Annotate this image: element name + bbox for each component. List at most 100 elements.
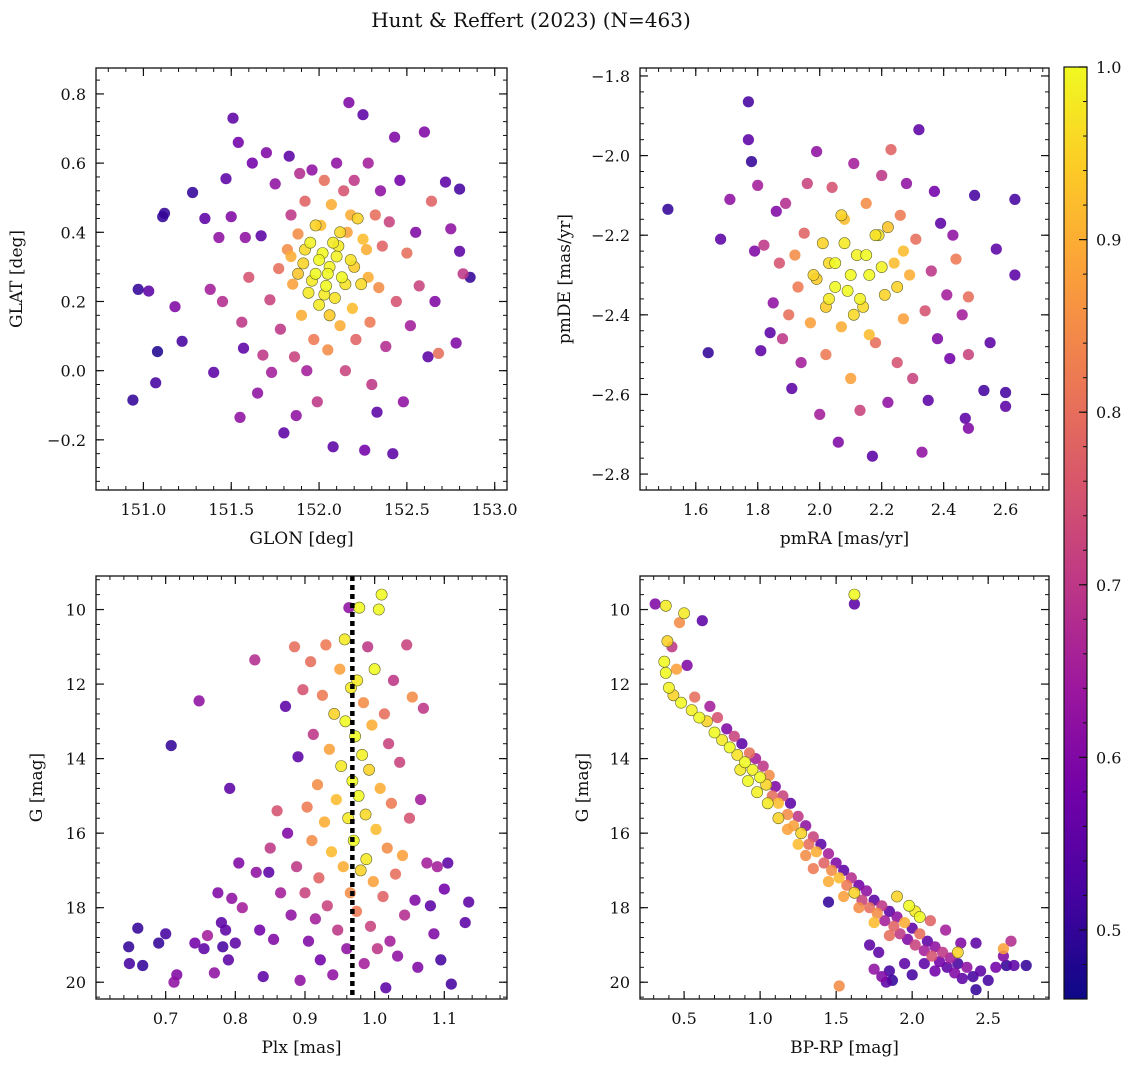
pm-point-66 (935, 217, 947, 229)
pm-point-90 (869, 229, 882, 242)
pm-point-68 (944, 353, 956, 365)
plx-xtick-label: 0.7 (153, 1009, 178, 1028)
sky-point-1 (132, 283, 144, 295)
pm-point-12 (767, 297, 779, 309)
plx-point-0 (123, 941, 135, 953)
pm-xtick-label: 2.6 (993, 500, 1018, 519)
sky-point-92 (390, 295, 402, 308)
plx-point-64 (338, 633, 351, 646)
plx-point-53 (320, 639, 332, 651)
cmd-point-89 (975, 965, 987, 977)
cmd-point-105 (848, 588, 861, 601)
cmd-xlabel: BP-RP [mag] (790, 1038, 899, 1058)
sky-point-13 (213, 231, 225, 244)
pm-point-0 (662, 203, 674, 215)
colorbar: 0.5 0.6 0.7 0.8 0.9 1.0 (1063, 58, 1121, 1000)
plx-xtick-label: 1.0 (362, 1009, 387, 1028)
cmd-point-51 (826, 864, 838, 877)
sky-point-116 (327, 236, 339, 249)
plx-point-4 (153, 937, 165, 949)
cmd-xtick-label: 1.5 (823, 1009, 848, 1028)
plx-point-32 (275, 887, 287, 899)
pm-point-14 (773, 257, 786, 269)
cmd-point-110 (868, 963, 880, 975)
pm-point-25 (807, 269, 820, 281)
sky-point-50 (308, 333, 320, 346)
sky-ticks: 151.0 151.5 152.0 152.5 153.0 −0.2 0.0 0.2 0.4 0.… (47, 68, 518, 519)
cmd-point-42 (792, 810, 804, 823)
sky-point-20 (236, 316, 248, 328)
plx-point-80 (357, 697, 370, 709)
cmd-point-0 (649, 598, 661, 610)
cmd-point-99 (940, 924, 952, 936)
pm-xtick-label: 1.6 (683, 500, 708, 519)
pm-point-45 (869, 337, 882, 349)
plx-point-47 (309, 913, 321, 925)
pm-point-43 (863, 269, 876, 281)
sky-point-15 (220, 173, 232, 185)
cmd-point-100 (924, 915, 937, 927)
pm-xtick-label: 2.4 (931, 500, 956, 519)
sky-point-45 (299, 195, 311, 207)
cmd-point-18 (704, 700, 716, 713)
sky-point-100 (422, 351, 434, 363)
sky-point-106 (450, 337, 462, 349)
pm-point-36 (841, 284, 854, 297)
sky-point-57 (320, 279, 332, 292)
pm-ytick-label: −1.8 (591, 67, 630, 86)
cmd-point-63 (871, 907, 883, 919)
sky-point-9 (187, 186, 199, 199)
sky-point-51 (309, 267, 322, 280)
cmd-point-28 (743, 747, 756, 759)
plx-point-42 (301, 801, 313, 813)
sky-point-2 (143, 285, 155, 297)
sky-ytick-label: −0.2 (47, 431, 86, 450)
plx-point-86 (364, 920, 377, 932)
cmd-point-55 (841, 879, 853, 891)
pm-point-85 (860, 249, 873, 261)
pm-point-78 (990, 243, 1002, 255)
plx-point-13 (208, 967, 220, 979)
plx-point-97 (380, 982, 392, 994)
sky-point-95 (401, 247, 413, 259)
plx-point-9 (189, 937, 201, 949)
plx-point-114 (417, 702, 429, 714)
cmd-point-70 (899, 917, 911, 929)
plx-point-31 (271, 805, 283, 817)
pm-point-21 (795, 357, 807, 369)
cmd-point-14 (689, 691, 701, 703)
colorbar-tick-label: 0.5 (1096, 921, 1121, 940)
plx-point-43 (302, 935, 315, 947)
pm-point-70 (950, 253, 962, 265)
sky-point-67 (338, 185, 350, 197)
cmd-point-111 (873, 946, 885, 959)
cmd-xtick-label: 0.5 (671, 1009, 696, 1028)
cmd-point-47 (810, 846, 823, 858)
pm-point-55 (900, 177, 913, 190)
pm-point-2 (715, 233, 727, 245)
sky-point-97 (410, 226, 422, 238)
sky-xtick-label: 151.0 (121, 500, 167, 519)
cmd-point-29 (746, 763, 759, 776)
pm-points (662, 96, 1021, 462)
plx-point-24 (249, 654, 261, 666)
sky-point-104 (439, 176, 452, 188)
pm-point-96 (863, 329, 875, 341)
pm-point-56 (904, 269, 916, 281)
cmd-point-130 (838, 890, 850, 903)
plx-point-101 (385, 797, 397, 809)
sky-point-90 (387, 448, 399, 460)
pm-point-74 (962, 349, 975, 361)
plx-point-118 (431, 861, 443, 873)
sky-point-105 (445, 223, 457, 235)
plx-point-85 (363, 763, 375, 776)
sky-point-27 (257, 349, 269, 361)
pm-point-95 (882, 221, 894, 234)
cmd-point-96 (1020, 959, 1032, 972)
pm-point-81 (1009, 193, 1021, 205)
plx-point-104 (392, 950, 404, 962)
cmd-point-11 (678, 607, 690, 620)
sky-point-108 (457, 268, 469, 280)
cmd-xtick-label: 2.0 (899, 1009, 924, 1028)
